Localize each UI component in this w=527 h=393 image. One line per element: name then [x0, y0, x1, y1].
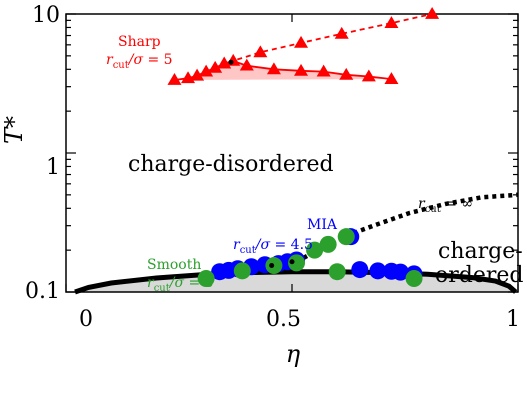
- sharp-critical-point: [294, 35, 309, 48]
- x-tick-label: 0.5: [266, 307, 301, 332]
- smooth-series-label: Smooth: [147, 257, 201, 273]
- axis-ticks: [65, 13, 519, 293]
- sharp-data-point: [361, 69, 376, 82]
- mia-series-label: MIA: [307, 217, 338, 233]
- sharp-critical-point: [334, 26, 349, 39]
- y-axis-title: T*: [0, 116, 28, 144]
- sharp-data-point: [208, 60, 223, 73]
- coexistence-curve: [74, 269, 518, 295]
- sharp-critical-point: [384, 16, 399, 29]
- mia-data-point: [369, 262, 387, 280]
- sharp-data-point: [294, 63, 309, 76]
- y-tick-label: 10: [32, 3, 60, 28]
- smooth-data-point: [288, 254, 306, 272]
- sharp-data-point: [190, 68, 205, 81]
- smooth-data-point: [337, 228, 355, 246]
- sharp-critical-point: [253, 45, 268, 58]
- sharp-data-point: [384, 72, 399, 85]
- mia-data-point: [351, 261, 369, 279]
- rcut-infinity-label: rcut = ∞: [418, 196, 473, 215]
- smooth-data-point: [405, 270, 423, 288]
- smooth-series-param: rcut/σ = 5: [147, 275, 214, 294]
- smooth-data-point: [233, 262, 251, 280]
- smooth-data-point: [319, 235, 337, 253]
- critical-point-marker: [269, 263, 275, 269]
- y-tick-label: 1: [46, 155, 60, 180]
- x-axis-title: η: [286, 340, 301, 368]
- sharp-data-point: [239, 58, 254, 71]
- sharp-data-point: [316, 64, 331, 77]
- sharp-critical-point: [425, 7, 440, 19]
- charge-ordered-label: ordered: [435, 263, 523, 288]
- data-markers: [167, 7, 440, 288]
- critical-point-marker: [289, 259, 295, 265]
- sharp-data-point: [199, 64, 214, 77]
- sharp-series-param: rcut/σ = 5: [106, 52, 173, 71]
- x-tick-label: 1: [506, 307, 520, 332]
- sharp-critical-line: [228, 13, 433, 64]
- x-tick-label: 0: [79, 307, 93, 332]
- mia-data-point: [391, 263, 409, 281]
- sharp-data-point: [167, 73, 182, 85]
- charge-disordered-label: charge-disordered: [128, 152, 334, 177]
- charge-ordered-label: charge-: [438, 239, 523, 264]
- sharp-data-point: [266, 62, 281, 75]
- smooth-data-point: [306, 241, 324, 259]
- sharp-data-point: [339, 67, 354, 80]
- rcut-infinity-line: [295, 192, 519, 264]
- smooth-data-point: [197, 270, 215, 288]
- smooth-data-point: [328, 263, 346, 281]
- sharp-series-label: Sharp: [118, 34, 161, 50]
- mia-series-param: rcut/σ = 4.5: [233, 237, 313, 256]
- y-tick-label: 0.1: [25, 279, 60, 304]
- critical-point-marker: [228, 59, 234, 65]
